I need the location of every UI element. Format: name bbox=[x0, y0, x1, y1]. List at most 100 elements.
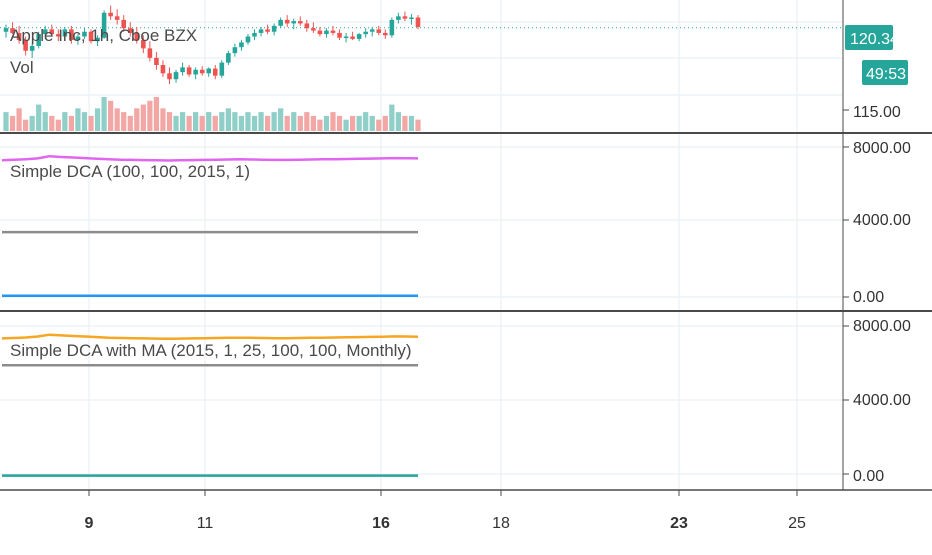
volume-bar bbox=[173, 115, 179, 131]
candle-body bbox=[127, 28, 133, 33]
dca-tick-label-high: 8000.00 bbox=[853, 140, 911, 157]
volume-bar bbox=[179, 112, 186, 131]
dca-ma-pane[interactable]: Simple DCA with MA (2015, 1, 25, 100, 10… bbox=[1, 333, 419, 477]
candle-body bbox=[10, 28, 15, 33]
volume-bar bbox=[134, 108, 140, 131]
candle-body bbox=[147, 48, 153, 58]
volume-bar bbox=[160, 108, 166, 131]
volume-bar bbox=[153, 97, 160, 131]
volume-bar bbox=[310, 115, 316, 131]
candle-body bbox=[23, 40, 28, 51]
volume-bar bbox=[29, 115, 35, 131]
candle-body bbox=[82, 31, 87, 37]
volume-bar bbox=[278, 108, 284, 131]
countdown-badge-bg bbox=[862, 60, 908, 85]
candle-body bbox=[42, 29, 48, 35]
volume-bar bbox=[49, 115, 55, 131]
candle-body bbox=[317, 30, 323, 35]
candle-body bbox=[363, 31, 368, 35]
volume-bar bbox=[147, 100, 153, 131]
volume-bar bbox=[343, 119, 349, 131]
volume-bar bbox=[212, 115, 218, 131]
candle-body bbox=[297, 21, 303, 24]
candle-body bbox=[324, 30, 329, 35]
candle-body bbox=[212, 68, 218, 76]
candle-body bbox=[206, 68, 212, 74]
dca-pane[interactable]: Simple DCA (100, 100, 2015, 1) bbox=[1, 154, 419, 297]
volume-bar bbox=[408, 115, 415, 131]
candle-body bbox=[389, 19, 395, 36]
time-axis[interactable]: 9 11 16 18 23 25 bbox=[85, 515, 806, 532]
candle-body bbox=[180, 67, 185, 73]
candle-body bbox=[415, 17, 421, 27]
candle-body bbox=[167, 73, 172, 80]
volume-bar bbox=[140, 104, 146, 131]
volume-bar bbox=[114, 108, 120, 131]
candle-body bbox=[101, 12, 107, 38]
candle-body bbox=[383, 32, 388, 36]
candle-body bbox=[75, 36, 81, 41]
candle-body bbox=[56, 34, 61, 37]
volume-bar bbox=[251, 115, 258, 131]
time-label: 9 bbox=[85, 515, 94, 532]
price-pane[interactable]: Apple Inc, 1h, Cboe BZX Vol bbox=[0, 5, 843, 131]
volume-bar bbox=[206, 112, 212, 131]
volume-bar bbox=[101, 97, 107, 131]
volume-bar bbox=[232, 112, 238, 131]
volume-bar bbox=[225, 108, 231, 131]
volume-bar bbox=[88, 115, 94, 131]
candle-body bbox=[134, 32, 140, 41]
candle-body bbox=[409, 17, 414, 19]
candle-body bbox=[252, 32, 257, 37]
countdown-value: 49:53 bbox=[866, 66, 906, 83]
volume-bar bbox=[330, 112, 336, 131]
last-price-value: 120.34 bbox=[850, 31, 899, 48]
last-price-badge: 120.34 bbox=[845, 25, 899, 50]
candle-body bbox=[226, 53, 231, 63]
candle-body bbox=[337, 32, 342, 38]
price-scale[interactable]: 115.00 8000.00 4000.00 0.00 8000.00 4000… bbox=[88, 0, 911, 496]
volume-bar bbox=[389, 104, 395, 131]
candle-body bbox=[154, 57, 159, 65]
volume-bar bbox=[291, 112, 297, 131]
volume-bar bbox=[238, 115, 245, 131]
volume-bar bbox=[42, 112, 48, 131]
candle-body bbox=[173, 72, 179, 80]
candle-body bbox=[311, 28, 316, 31]
candle-body bbox=[356, 34, 362, 39]
candle-body bbox=[304, 23, 310, 29]
volume-bar bbox=[121, 112, 127, 131]
candle-body bbox=[271, 25, 277, 32]
candle-body bbox=[29, 46, 35, 51]
volume-bar bbox=[415, 119, 421, 131]
candle-body bbox=[193, 69, 198, 75]
volume-bar bbox=[94, 108, 101, 131]
candle-body bbox=[239, 42, 244, 48]
time-label: 16 bbox=[372, 515, 390, 532]
candle-body bbox=[330, 30, 336, 33]
volume-bar bbox=[199, 115, 205, 131]
dca-tick-label-mid: 4000.00 bbox=[853, 212, 911, 229]
dca-ma-series-lines bbox=[1, 333, 419, 477]
dca-ma-pane-title: Simple DCA with MA (2015, 1, 25, 100, 10… bbox=[10, 341, 412, 360]
candle-body bbox=[369, 29, 375, 32]
volume-bar bbox=[245, 112, 251, 131]
volume-bar bbox=[382, 115, 388, 131]
indicator-line bbox=[1, 333, 419, 341]
volume-bar bbox=[219, 112, 225, 131]
time-label: 11 bbox=[197, 515, 214, 532]
time-label: 23 bbox=[670, 515, 688, 532]
volume-bar bbox=[23, 119, 29, 131]
candle-body bbox=[402, 16, 408, 19]
ma-tick-label-high: 8000.00 bbox=[853, 318, 911, 335]
candle-body bbox=[291, 21, 297, 24]
volume-bar bbox=[193, 112, 199, 131]
volume-bar bbox=[271, 112, 277, 131]
volume-label: Vol bbox=[10, 58, 34, 77]
volume-bar bbox=[108, 100, 114, 131]
candle-body bbox=[199, 69, 205, 74]
time-label: 18 bbox=[492, 515, 510, 532]
